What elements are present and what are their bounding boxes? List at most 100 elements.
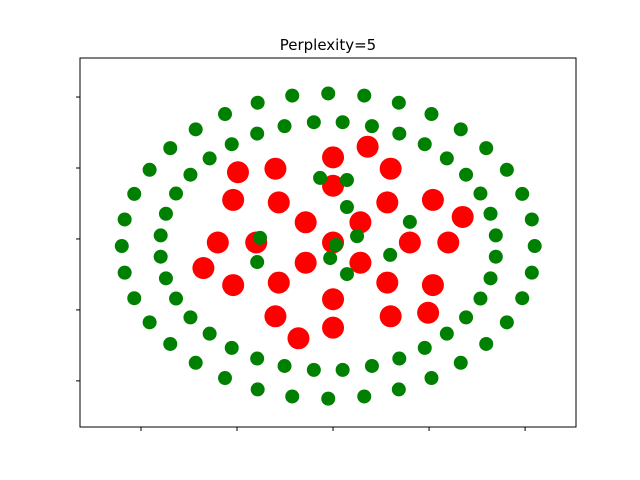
point [349, 251, 372, 274]
point [376, 191, 399, 214]
point [323, 251, 338, 266]
point [453, 122, 468, 137]
point [321, 391, 336, 406]
point [335, 362, 350, 377]
point [439, 151, 454, 166]
point [127, 291, 142, 306]
point [417, 340, 432, 355]
point [222, 274, 245, 297]
point [202, 326, 217, 341]
point [328, 237, 343, 252]
point [163, 141, 178, 156]
point [306, 115, 321, 130]
point [339, 173, 354, 188]
point [339, 200, 354, 215]
point [153, 228, 168, 243]
point [267, 271, 290, 294]
point [117, 265, 132, 280]
point [473, 291, 488, 306]
point [253, 230, 268, 245]
point [417, 301, 440, 324]
point [364, 119, 379, 134]
point [224, 340, 239, 355]
point [453, 355, 468, 370]
point [398, 231, 421, 254]
point [285, 88, 300, 103]
axes-frame [79, 57, 577, 428]
point [183, 310, 198, 325]
plot-area [114, 86, 542, 406]
point [287, 327, 310, 350]
point [277, 358, 292, 373]
point [349, 211, 372, 234]
point [402, 214, 417, 229]
point [339, 267, 354, 282]
point [206, 231, 229, 254]
point [421, 188, 444, 211]
point [524, 265, 539, 280]
point [158, 271, 173, 286]
point [527, 239, 542, 254]
point [350, 229, 365, 244]
point [127, 186, 142, 201]
point [473, 186, 488, 201]
point [376, 271, 399, 294]
point [421, 274, 444, 297]
point [392, 351, 407, 366]
point [499, 315, 514, 330]
point [459, 310, 474, 325]
point [169, 291, 184, 306]
point [488, 228, 503, 243]
point [451, 205, 474, 228]
point [192, 257, 215, 280]
point [379, 305, 402, 328]
point [294, 251, 317, 274]
point [163, 336, 178, 351]
point [459, 167, 474, 182]
point [313, 170, 328, 185]
point [424, 371, 439, 386]
point [392, 126, 407, 141]
point [158, 206, 173, 221]
point [488, 249, 503, 264]
point [391, 95, 406, 110]
point [437, 231, 460, 254]
point [322, 288, 345, 311]
point [285, 389, 300, 404]
point [224, 137, 239, 152]
point [226, 161, 249, 184]
point [322, 316, 345, 339]
chart-title: Perplexity=5 [280, 36, 376, 54]
point [117, 212, 132, 227]
point [322, 146, 345, 169]
point [306, 362, 321, 377]
point [357, 389, 372, 404]
point [356, 135, 379, 158]
point [202, 151, 217, 166]
point [114, 239, 129, 254]
point [483, 271, 498, 286]
point [250, 351, 265, 366]
point [169, 186, 184, 201]
point [417, 137, 432, 152]
point [383, 247, 398, 262]
point [250, 95, 265, 110]
point [183, 167, 198, 182]
point [321, 86, 336, 101]
point [142, 315, 157, 330]
point [222, 188, 245, 211]
point [264, 157, 287, 180]
point [479, 336, 494, 351]
point [188, 355, 203, 370]
point [524, 212, 539, 227]
point [391, 382, 406, 397]
point [499, 162, 514, 177]
point [483, 206, 498, 221]
point [357, 88, 372, 103]
point [364, 358, 379, 373]
point [515, 186, 530, 201]
point [153, 249, 168, 264]
point [424, 107, 439, 122]
